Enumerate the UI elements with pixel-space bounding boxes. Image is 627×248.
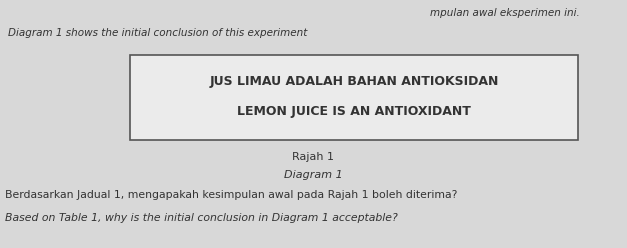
Text: Rajah 1: Rajah 1 <box>292 152 334 162</box>
Text: JUS LIMAU ADALAH BAHAN ANTIOKSIDAN: JUS LIMAU ADALAH BAHAN ANTIOKSIDAN <box>209 75 498 88</box>
Text: LEMON JUICE IS AN ANTIOXIDANT: LEMON JUICE IS AN ANTIOXIDANT <box>237 105 471 118</box>
Text: Diagram 1: Diagram 1 <box>283 170 342 180</box>
Text: Diagram 1 shows the initial conclusion of this experiment: Diagram 1 shows the initial conclusion o… <box>8 28 307 38</box>
Text: mpulan awal eksperimen ini.: mpulan awal eksperimen ini. <box>430 8 580 18</box>
Text: Based on Table 1, why is the initial conclusion in Diagram 1 acceptable?: Based on Table 1, why is the initial con… <box>5 213 398 223</box>
FancyBboxPatch shape <box>130 55 578 140</box>
Text: Berdasarkan Jadual 1, mengapakah kesimpulan awal pada Rajah 1 boleh diterima?: Berdasarkan Jadual 1, mengapakah kesimpu… <box>5 190 457 200</box>
